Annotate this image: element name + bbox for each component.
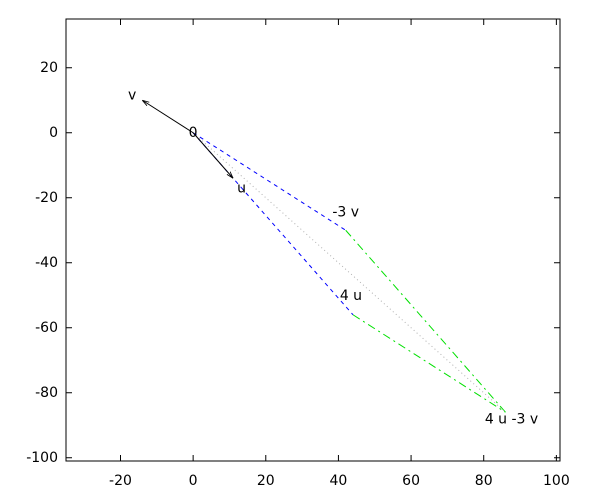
- point-label: u: [237, 180, 246, 196]
- vector-segment: [142, 100, 194, 134]
- point-label: 4 u -3 v: [485, 411, 538, 427]
- y-tick-label: 20: [40, 60, 58, 76]
- y-tick-label: -40: [35, 255, 58, 271]
- point-label: -3 v: [332, 204, 359, 220]
- y-tick-label: -20: [35, 190, 58, 206]
- plot-frame: [65, 18, 561, 462]
- x-tick-label: 40: [330, 473, 348, 489]
- vector-segment: [352, 314, 506, 413]
- x-tick-label: 80: [475, 473, 493, 489]
- vector-segment: [192, 132, 346, 231]
- y-tick-label: -60: [35, 320, 58, 336]
- x-tick-label: -20: [109, 473, 132, 489]
- x-tick-label: 0: [189, 473, 198, 489]
- point-label: 0: [189, 125, 198, 141]
- x-tick-label: 100: [543, 473, 570, 489]
- vector-segment: [192, 132, 233, 179]
- point-label: v: [128, 87, 136, 103]
- x-tick-label: 20: [257, 473, 275, 489]
- vector-segment: [192, 132, 506, 413]
- y-tick-label: -100: [26, 450, 58, 466]
- y-tick-label: -80: [35, 385, 58, 401]
- x-tick-label: 60: [402, 473, 420, 489]
- vector-segment: [345, 229, 506, 413]
- y-tick-label: 0: [49, 125, 58, 141]
- point-label: 4 u: [340, 288, 362, 304]
